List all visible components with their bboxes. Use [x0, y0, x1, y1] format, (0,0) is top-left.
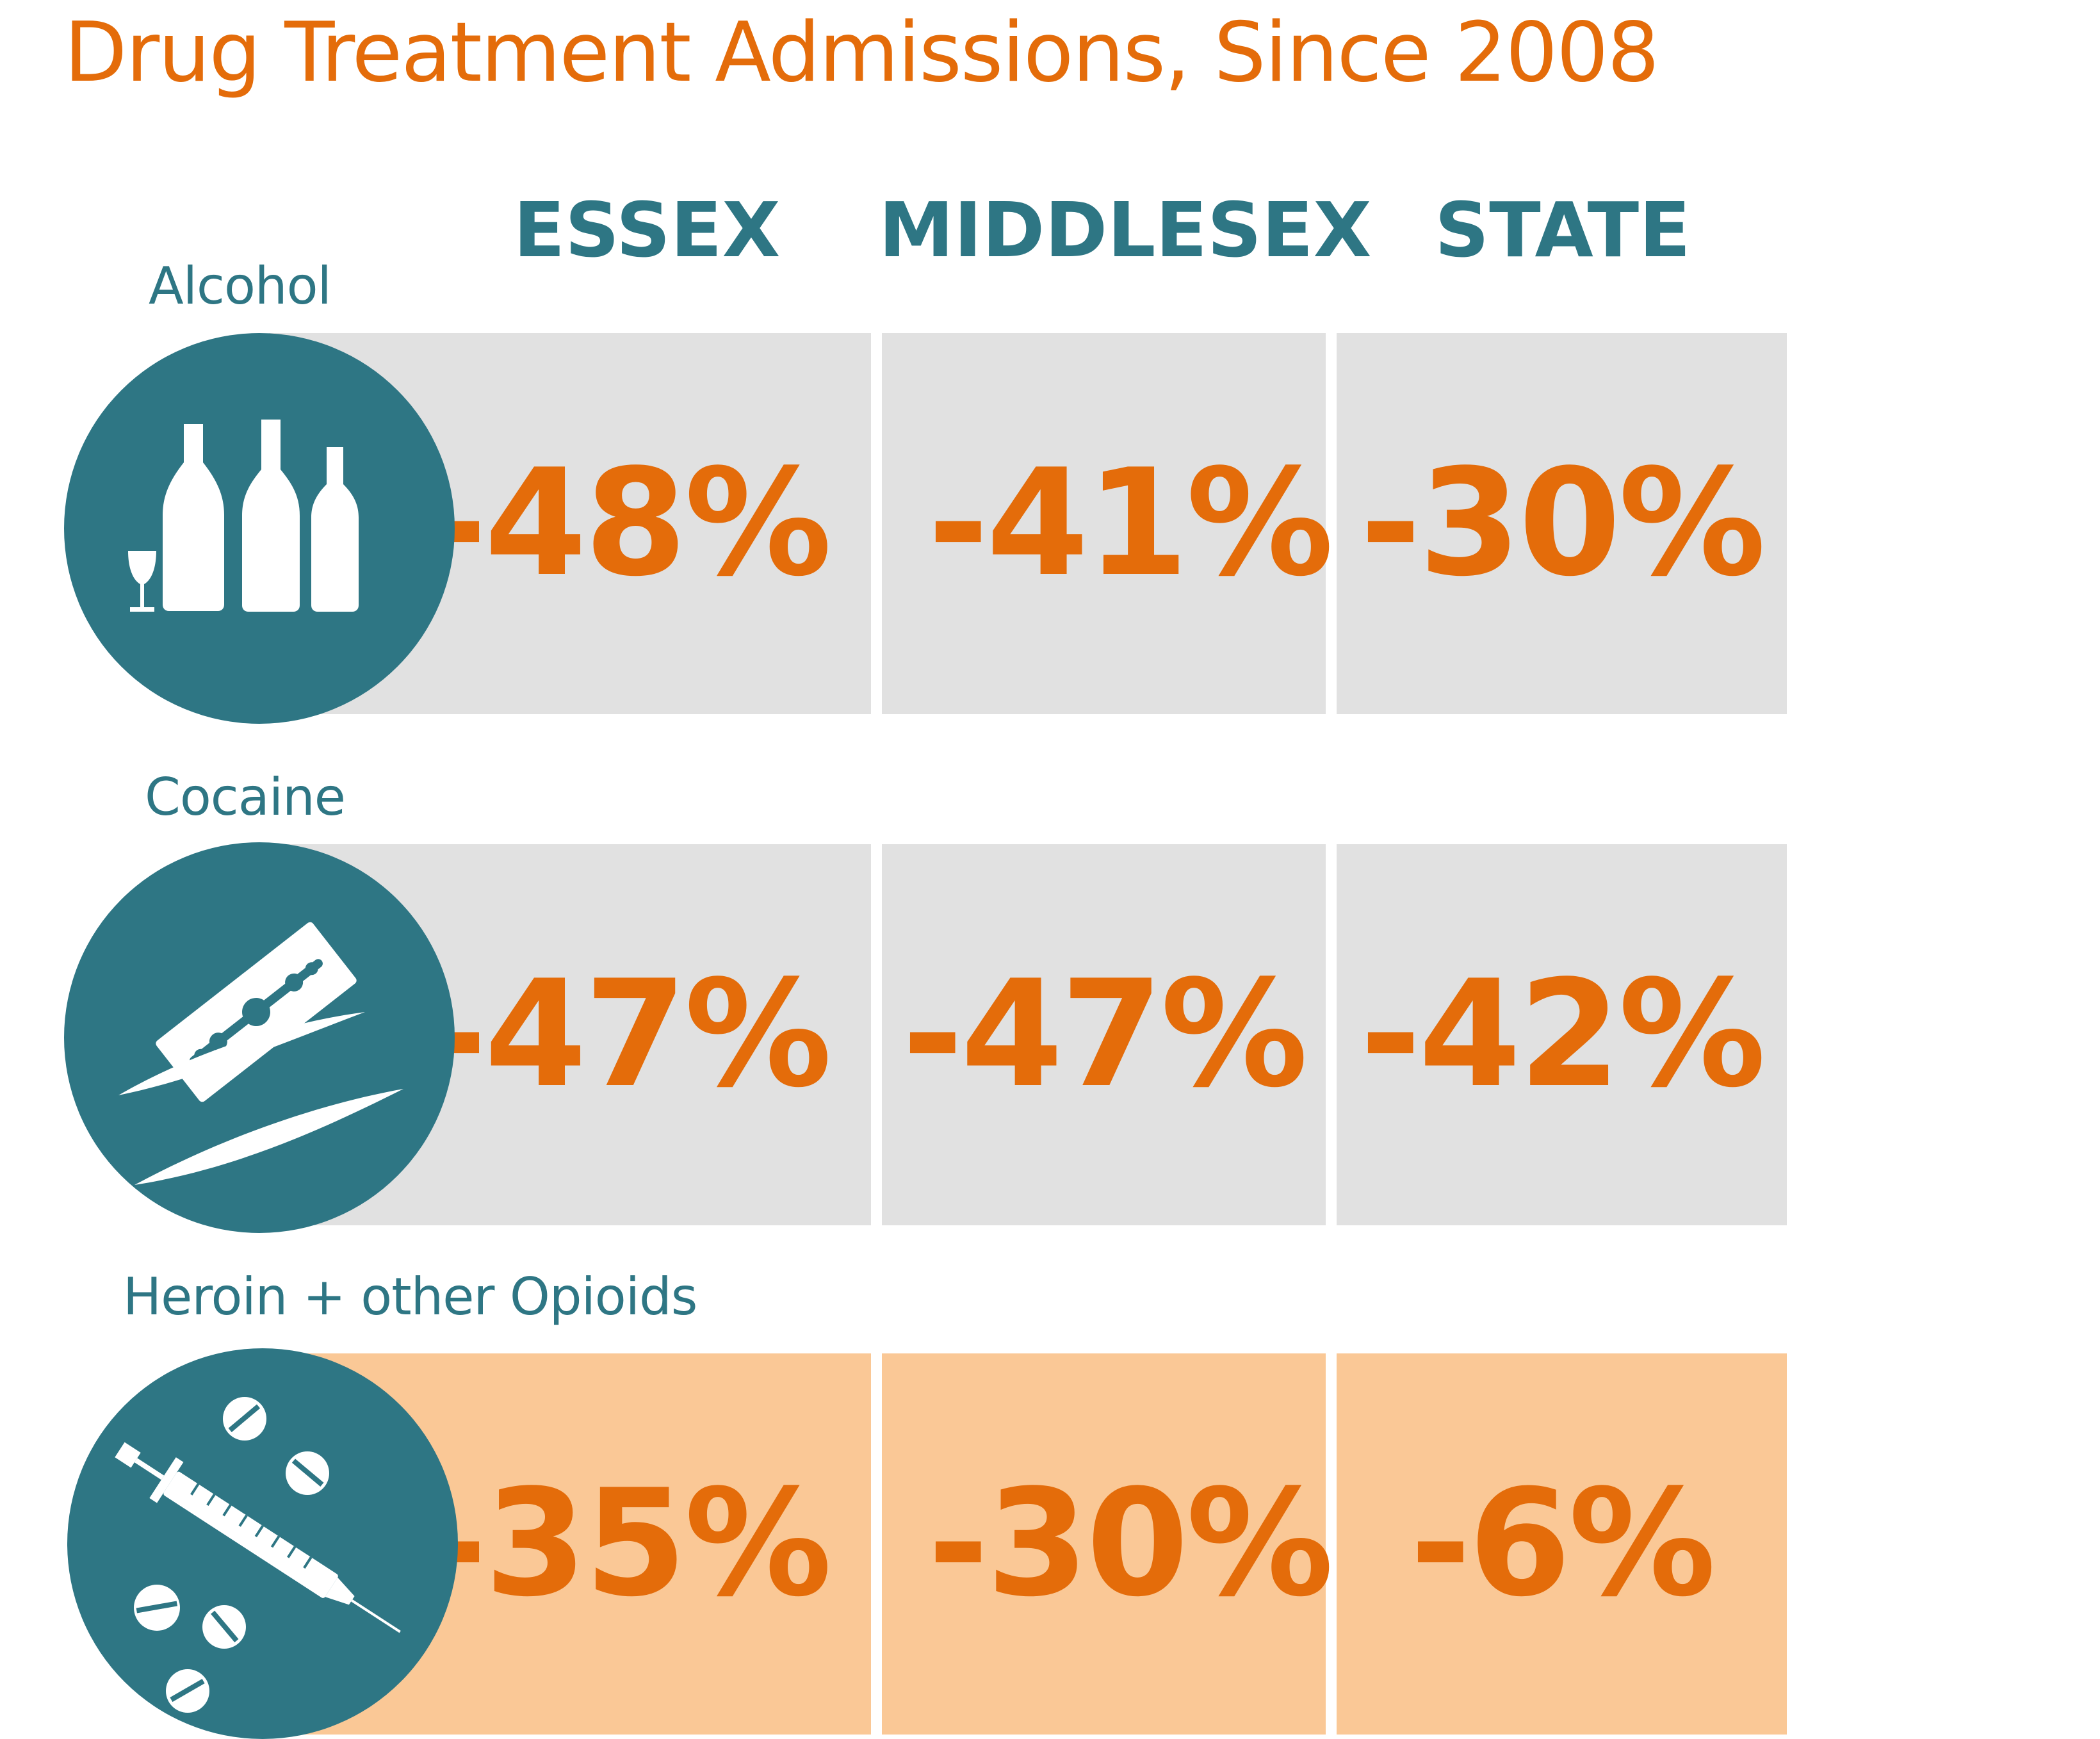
row-label-heroin-opioids: Heroin + other Opioids	[123, 1267, 697, 1327]
cell-heroin-middlesex: -30%	[882, 1353, 1334, 1735]
value-heroin-essex: -35%	[426, 1458, 832, 1629]
value-alcohol-middlesex: -41%	[927, 438, 1334, 609]
row-label-cocaine: Cocaine	[145, 767, 346, 827]
column-header-state: STATE	[1435, 186, 1691, 274]
cell-heroin-state: -6%	[1337, 1353, 1787, 1735]
column-header-middlesex: MIDDLESEX	[879, 186, 1372, 274]
cell-alcohol-middlesex: -41%	[882, 333, 1334, 714]
value-cocaine-state: -42%	[1360, 949, 1766, 1120]
column-header-essex: ESSEX	[513, 186, 781, 274]
cell-alcohol-state: -30%	[1337, 333, 1787, 714]
syringe-pills-icon	[67, 1348, 458, 1739]
value-alcohol-essex: -48%	[426, 438, 832, 609]
chart-title: Drug Treatment Admissions, Since 2008	[64, 5, 1659, 101]
value-alcohol-state: -30%	[1360, 438, 1766, 609]
value-heroin-state: -6%	[1410, 1458, 1716, 1629]
value-cocaine-middlesex: -47%	[902, 949, 1308, 1120]
row-label-alcohol: Alcohol	[149, 256, 332, 316]
alcohol-bottles-icon	[64, 333, 455, 724]
value-heroin-middlesex: -30%	[927, 1458, 1334, 1629]
value-cocaine-essex: -47%	[426, 949, 832, 1120]
cell-cocaine-state: -42%	[1337, 844, 1787, 1225]
cell-cocaine-middlesex: -47%	[882, 844, 1326, 1225]
razor-blade-icon	[64, 842, 455, 1233]
